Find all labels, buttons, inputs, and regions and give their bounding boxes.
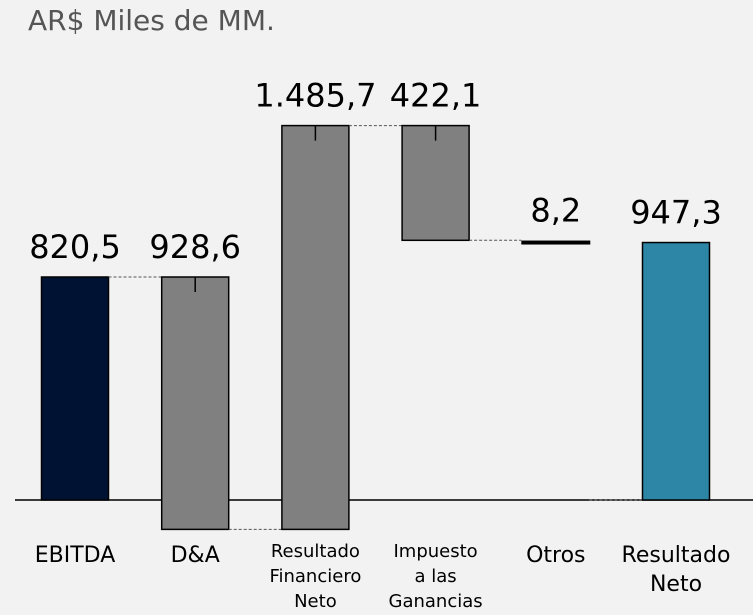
- x-tick-label: Ganancias: [389, 591, 483, 612]
- bar: [641, 241, 711, 501]
- value-label: 422,1: [390, 77, 482, 115]
- value-label: 928,6: [149, 228, 241, 266]
- bar: [281, 124, 350, 531]
- x-tick-label: a las: [415, 566, 457, 587]
- x-tick-label: Resultado: [271, 541, 360, 562]
- value-label: 820,5: [29, 228, 121, 266]
- value-label: 8,2: [530, 192, 581, 230]
- x-tick-label: Financiero: [269, 566, 361, 587]
- x-tick-label: Neto: [294, 591, 337, 612]
- x-tick-label: Otros: [526, 543, 585, 568]
- bar: [40, 276, 110, 501]
- x-tick-label: Impuesto: [393, 541, 477, 562]
- x-tick-label: D&A: [171, 543, 220, 568]
- bar: [521, 240, 591, 245]
- x-tick-label: EBITDA: [35, 543, 116, 568]
- value-label: 947,3: [630, 194, 722, 232]
- x-tick-label: Resultado: [622, 543, 731, 568]
- value-label: 1.485,7: [254, 77, 376, 115]
- x-tick-label: Neto: [650, 572, 702, 597]
- bar: [160, 276, 230, 531]
- bar: [401, 124, 470, 242]
- chart-title: AR$ Miles de MM.: [28, 4, 275, 37]
